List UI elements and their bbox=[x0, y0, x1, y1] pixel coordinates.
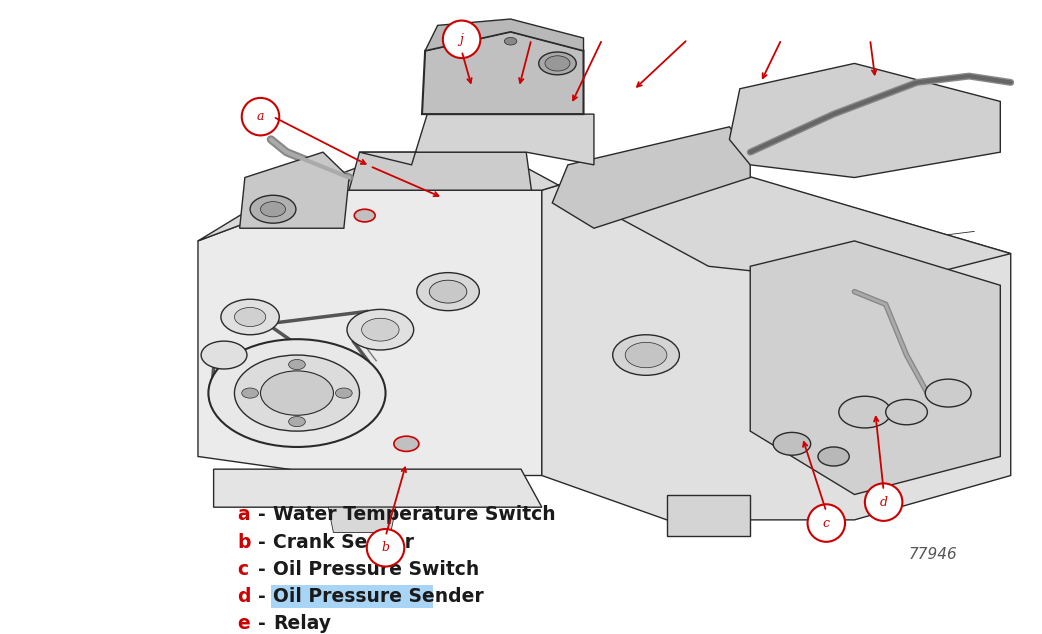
Ellipse shape bbox=[242, 98, 279, 136]
Text: Oil Pressure Sender: Oil Pressure Sender bbox=[273, 587, 483, 606]
Circle shape bbox=[429, 280, 467, 303]
Polygon shape bbox=[542, 152, 1011, 520]
Text: Water Temperature Switch: Water Temperature Switch bbox=[273, 505, 555, 524]
Text: Oil Pressure Switch: Oil Pressure Switch bbox=[273, 560, 479, 579]
Circle shape bbox=[362, 318, 399, 341]
Circle shape bbox=[260, 202, 286, 217]
Text: j: j bbox=[460, 33, 464, 46]
Text: -: - bbox=[258, 505, 266, 524]
Polygon shape bbox=[552, 127, 750, 228]
Text: b: b bbox=[238, 533, 251, 552]
Circle shape bbox=[886, 399, 927, 425]
Polygon shape bbox=[667, 495, 750, 536]
Circle shape bbox=[289, 359, 305, 370]
Text: c: c bbox=[823, 517, 829, 529]
Circle shape bbox=[221, 299, 279, 335]
Polygon shape bbox=[328, 507, 396, 533]
Circle shape bbox=[773, 432, 811, 455]
Circle shape bbox=[417, 273, 479, 311]
Polygon shape bbox=[422, 32, 584, 114]
Text: d: d bbox=[879, 496, 888, 508]
Circle shape bbox=[539, 52, 576, 75]
Polygon shape bbox=[214, 469, 542, 507]
Text: -: - bbox=[258, 560, 266, 579]
Text: e: e bbox=[238, 614, 250, 633]
Polygon shape bbox=[729, 63, 1000, 178]
Text: -: - bbox=[258, 533, 266, 552]
Circle shape bbox=[250, 195, 296, 223]
Circle shape bbox=[394, 436, 419, 451]
Circle shape bbox=[208, 339, 386, 447]
Text: 77946: 77946 bbox=[909, 547, 958, 562]
Text: Crank Sensor: Crank Sensor bbox=[273, 533, 414, 552]
Circle shape bbox=[818, 447, 849, 466]
Circle shape bbox=[613, 335, 679, 375]
Text: a: a bbox=[256, 110, 265, 123]
Circle shape bbox=[234, 355, 359, 431]
Ellipse shape bbox=[808, 504, 845, 542]
Circle shape bbox=[354, 209, 375, 222]
Text: -: - bbox=[258, 614, 266, 633]
Circle shape bbox=[260, 371, 333, 415]
Polygon shape bbox=[359, 114, 594, 165]
Circle shape bbox=[201, 341, 247, 369]
Ellipse shape bbox=[443, 20, 480, 58]
Ellipse shape bbox=[865, 483, 902, 521]
Text: c: c bbox=[238, 560, 249, 579]
Polygon shape bbox=[240, 152, 349, 228]
Circle shape bbox=[625, 342, 667, 368]
Circle shape bbox=[545, 56, 570, 71]
Polygon shape bbox=[198, 152, 1011, 285]
Circle shape bbox=[504, 37, 517, 45]
Circle shape bbox=[925, 379, 971, 407]
Ellipse shape bbox=[367, 529, 404, 567]
Text: d: d bbox=[238, 587, 251, 606]
Circle shape bbox=[347, 309, 414, 350]
Text: b: b bbox=[381, 541, 390, 554]
Text: a: a bbox=[238, 505, 250, 524]
Polygon shape bbox=[750, 241, 1000, 495]
Circle shape bbox=[242, 388, 258, 398]
Polygon shape bbox=[349, 152, 531, 190]
Text: Relay: Relay bbox=[273, 614, 331, 633]
Polygon shape bbox=[425, 19, 584, 51]
Text: -: - bbox=[258, 587, 266, 606]
Circle shape bbox=[234, 307, 266, 327]
Circle shape bbox=[336, 388, 352, 398]
Bar bbox=[271, 585, 433, 608]
Circle shape bbox=[289, 417, 305, 427]
Polygon shape bbox=[198, 190, 542, 476]
Circle shape bbox=[839, 396, 891, 428]
